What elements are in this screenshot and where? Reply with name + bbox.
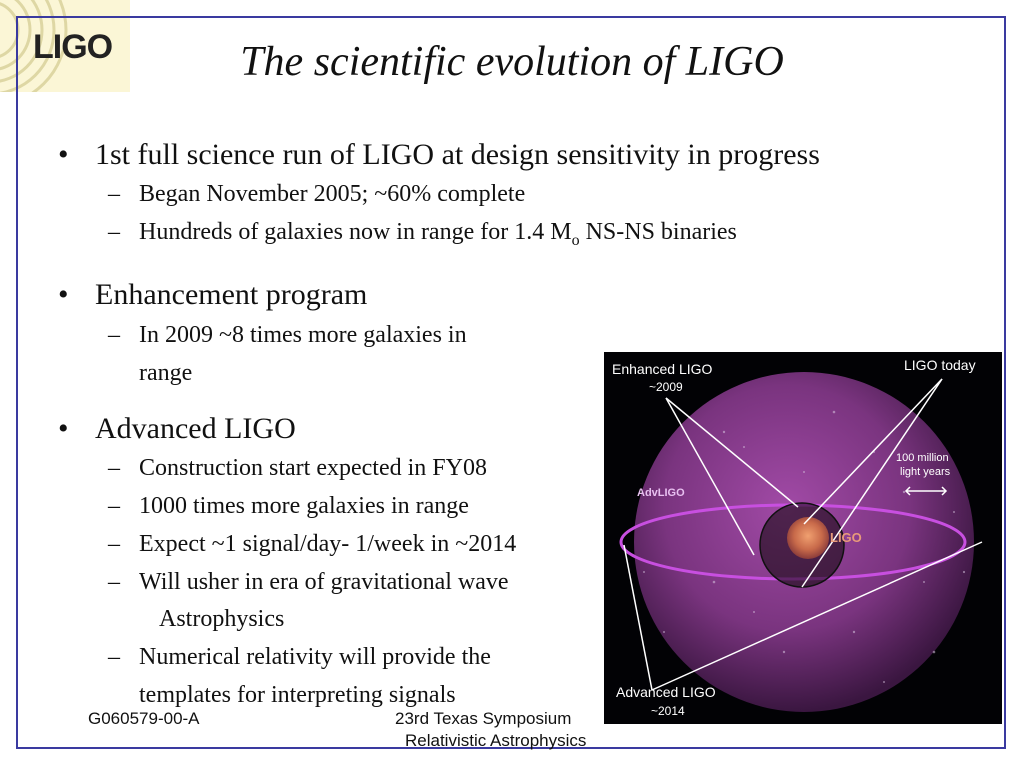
enhanced-ligo-label: Enhanced LIGO <box>612 361 713 377</box>
ligo-today-range <box>787 517 829 559</box>
enhanced-ligo-year: ~2009 <box>649 380 683 394</box>
sub-bullet-text: 1000 times more galaxies in range <box>139 493 469 519</box>
sub-bullet-text: In 2009 ~8 times more galaxies in <box>139 322 467 348</box>
advligo-tag: AdvLIGO <box>637 487 685 499</box>
sub-bullet-text: Astrophysics <box>159 606 285 632</box>
sub-bullet-text: Expect ~1 signal/day- 1/week in ~2014 <box>139 531 517 557</box>
pointer-arrows <box>623 378 983 691</box>
advanced-ligo-year: ~2014 <box>651 704 685 718</box>
bullet-dot: • <box>58 278 69 311</box>
logo-swirl-icon <box>0 0 68 92</box>
footer-event-line2: Relativistic Astrophysics <box>405 731 587 750</box>
logo-text: LIGO <box>33 28 113 66</box>
advanced-ligo-label: Advanced LIGO <box>616 684 716 700</box>
bullet-text: 1st full science run of LIGO at design s… <box>95 138 820 171</box>
sub-bullet-text: Hundreds of galaxies now in range for 1.… <box>139 219 737 249</box>
scale-bar <box>904 486 948 496</box>
bullet-dot: • <box>58 412 69 445</box>
sub-bullet-text: templates for interpreting signals <box>139 682 456 708</box>
ligo-tag: LIGO <box>830 530 862 545</box>
ligo-range-figure: Enhanced LIGO ~2009 LIGO today 100 milli… <box>604 352 1002 724</box>
bullet-text: Advanced LIGO <box>95 412 296 445</box>
universe-sphere-illustration <box>619 372 983 712</box>
slide-frame <box>16 16 1006 749</box>
sub-bullet-text: Will usher in era of gravitational wave <box>139 569 509 595</box>
footer-doc-id: G060579-00-A <box>88 709 200 728</box>
sub-bullet-text: Construction start expected in FY08 <box>139 455 487 481</box>
footer-event-line1: 23rd Texas Symposium <box>395 709 572 728</box>
ligo-today-label: LIGO today <box>904 357 976 373</box>
sub-bullet-text: Numerical relativity will provide the <box>139 644 491 670</box>
slide-title: The scientific evolution of LIGO <box>240 39 784 85</box>
bullet-text: Enhancement program <box>95 278 368 311</box>
ligo-logo: LIGO <box>0 0 130 92</box>
scale-label-line1: 100 million <box>896 452 949 464</box>
bullet-dot: • <box>58 138 69 171</box>
sub-bullet-text: Began November 2005; ~60% complete <box>139 181 526 207</box>
sub-bullet-text: range <box>139 360 193 386</box>
scale-label-line2: light years <box>900 466 951 478</box>
